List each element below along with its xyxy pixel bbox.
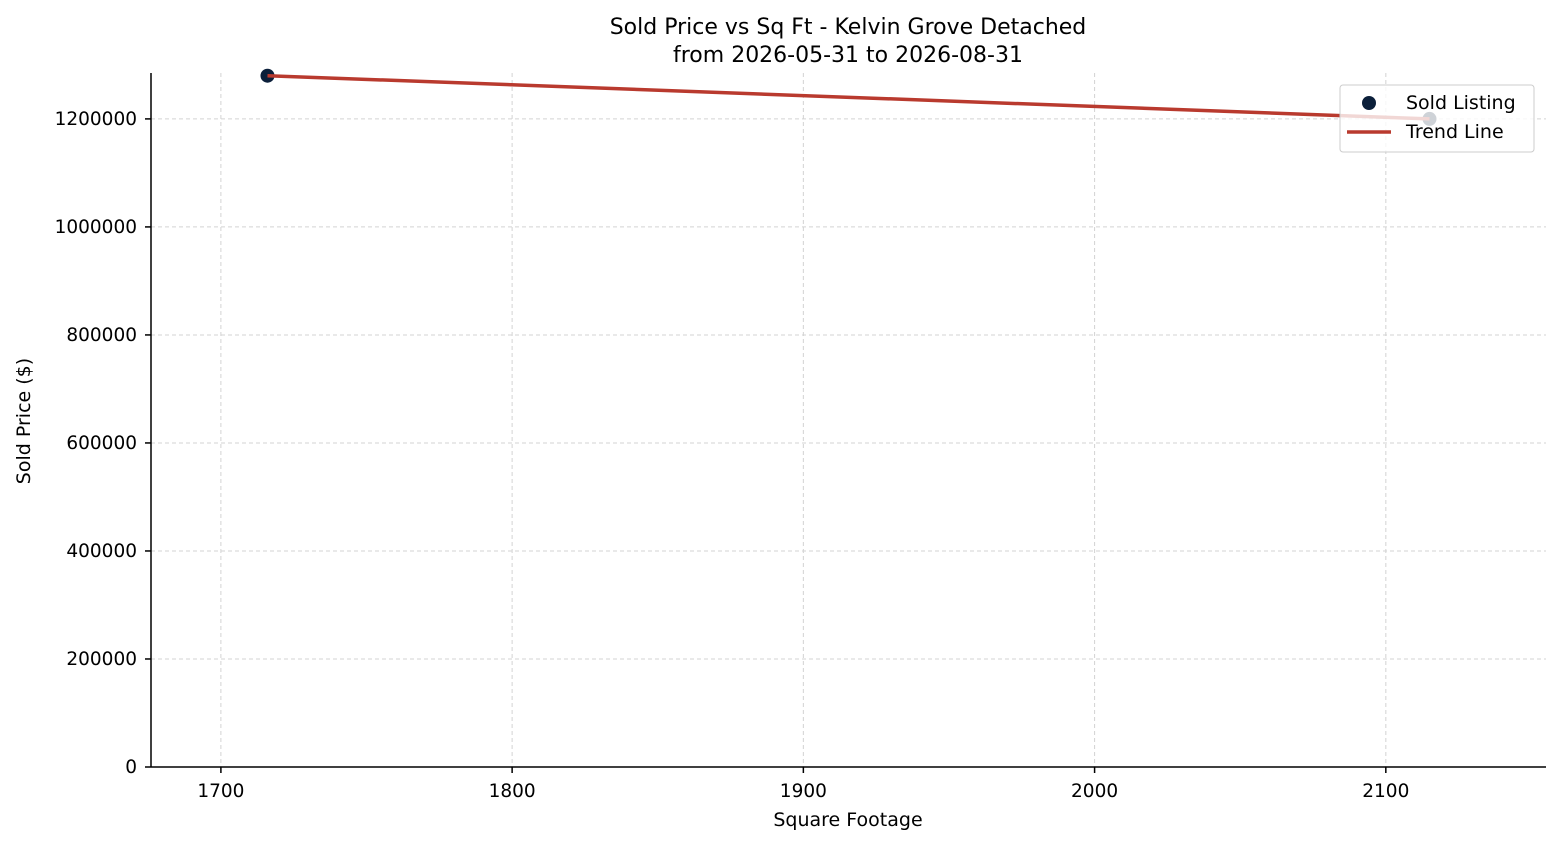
- x-tick-label: 1700: [197, 781, 244, 802]
- trend-line: [267, 73, 1430, 121]
- legend-marker-sold-listing: [1362, 96, 1376, 110]
- x-tick-label: 2000: [1071, 781, 1118, 802]
- chart-title: Sold Price vs Sq Ft - Kelvin Grove Detac…: [610, 15, 1087, 40]
- axes: 1700 1800 1900 2000 2100 0 200000 400000 600000 8…: [55, 73, 1546, 802]
- x-tick-label: 2100: [1362, 781, 1409, 802]
- y-tick-label: 200000: [66, 649, 137, 670]
- y-tick-label: 400000: [66, 541, 137, 562]
- grid: [151, 73, 1546, 768]
- x-axis-label: Square Footage: [773, 809, 922, 831]
- x-tick-label: 1900: [780, 781, 827, 802]
- y-tick-label: 1200000: [55, 109, 137, 130]
- y-axis-label: Sold Price ($): [13, 358, 35, 484]
- legend-label-sold-listing: Sold Listing: [1406, 92, 1516, 114]
- y-tick-label: 1000000: [55, 217, 137, 238]
- legend-box: [1339, 84, 1535, 153]
- legend: Sold Listing Trend Line: [1339, 84, 1535, 153]
- x-tick-label: 1800: [489, 781, 536, 802]
- y-tick-label: 600000: [66, 433, 137, 454]
- chart-subtitle: from 2026-05-31 to 2026-08-31: [673, 43, 1023, 68]
- legend-label-trend-line: Trend Line: [1405, 121, 1504, 143]
- y-tick-label: 800000: [66, 325, 137, 346]
- plot-area: [260, 68, 1437, 126]
- y-tick-label: 0: [125, 757, 137, 778]
